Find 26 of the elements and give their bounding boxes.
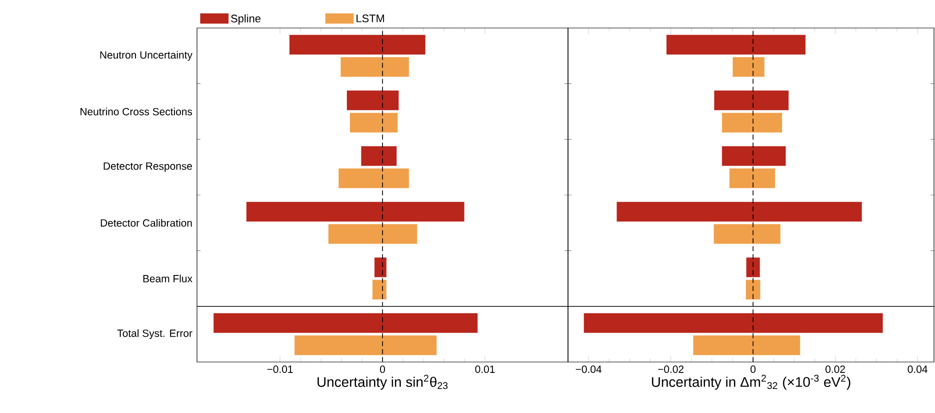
x-tick-label: 0 — [750, 366, 756, 373]
legend-label: LSTM — [356, 14, 384, 22]
bar — [745, 279, 761, 300]
y-tick-label: Detector Response — [104, 162, 192, 172]
bar — [372, 279, 387, 300]
y-tick-label: Beam Flux — [143, 274, 192, 282]
bar — [374, 257, 387, 278]
bar — [746, 257, 760, 278]
x-axis-title: Uncertainty in Δm$^{2}$$_{32}$ (×10$^{-3}$ eV$^{2}$) — [652, 374, 850, 390]
y-tick-label: Neutron Uncertainty — [100, 50, 192, 61]
x-tick-label: 0.04 — [908, 366, 928, 373]
y-tick-label: Neutrino Cross Sections — [80, 108, 192, 116]
legend-label: Spline — [231, 14, 260, 25]
y-tick-label: Total Syst. Error — [117, 329, 192, 340]
bar — [722, 112, 782, 133]
bar — [714, 90, 790, 111]
x-axis-title: Uncertainty in sin$^{2}$θ$_{23}$ — [318, 374, 448, 390]
x-tick-label: −0.01 — [267, 366, 293, 373]
bar — [346, 90, 400, 111]
x-tick-label: 0.02 — [826, 366, 845, 373]
x-tick-label: 0 — [380, 366, 385, 373]
y-tick-label: Detector Calibration — [100, 218, 192, 227]
x-tick-label: −0.04 — [576, 366, 602, 373]
x-tick-label: 0.01 — [475, 366, 495, 373]
bar — [350, 112, 398, 133]
x-tick-label: −0.02 — [658, 366, 684, 373]
